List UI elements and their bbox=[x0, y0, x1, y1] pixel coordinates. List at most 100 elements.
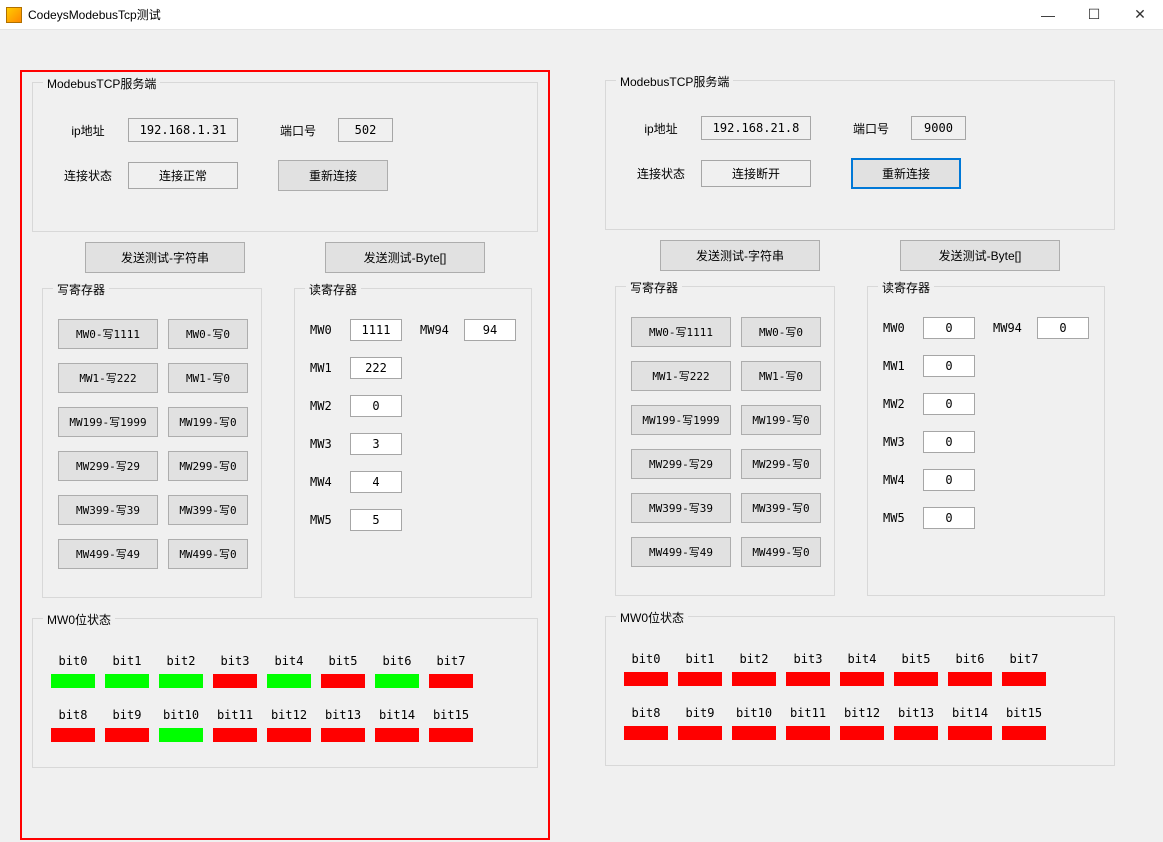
right-write-btn-4-b[interactable]: MW399-写0 bbox=[741, 493, 821, 523]
left-bits-grid: bit0bit1bit2bit3bit4bit5bit6bit7bit8bit9… bbox=[48, 649, 522, 742]
right-write-grid: MW0-写1111 MW0-写0 MW1-写222 MW1-写0 MW199-写1999… bbox=[631, 317, 819, 567]
left-write-grid: MW0-写1111 MW0-写0 MW1-写222 MW1-写0 MW199-写1999… bbox=[58, 319, 246, 569]
left-ip-value[interactable]: 192.168.1.31 bbox=[128, 118, 238, 142]
left-ip-label: ip地址 bbox=[58, 122, 118, 139]
left-status-label: 连接状态 bbox=[58, 167, 118, 184]
app-icon bbox=[6, 7, 22, 23]
right-bit-led-10 bbox=[732, 726, 776, 740]
right-bit-label-12: bit12 bbox=[837, 706, 887, 720]
left-mw5-label: MW5 bbox=[310, 513, 342, 527]
left-mw5-value: 5 bbox=[350, 509, 402, 531]
left-panel: ModebusTCP服务端 ip地址 192.168.1.31 端口号 502 … bbox=[20, 70, 550, 840]
left-write-btn-0-a[interactable]: MW0-写1111 bbox=[58, 319, 158, 349]
right-mw94-value: 0 bbox=[1037, 317, 1089, 339]
right-write-btn-5-a[interactable]: MW499-写49 bbox=[631, 537, 731, 567]
minimize-button[interactable]: — bbox=[1025, 0, 1071, 30]
left-mw94-label: MW94 bbox=[420, 323, 456, 337]
left-bit-led-13 bbox=[321, 728, 365, 742]
left-port-value[interactable]: 502 bbox=[338, 118, 393, 142]
right-bits-title: MW0位状态 bbox=[616, 609, 688, 626]
close-button[interactable]: ✕ bbox=[1117, 0, 1163, 30]
right-bit-led-4 bbox=[840, 672, 884, 686]
right-mw5-label: MW5 bbox=[883, 511, 915, 525]
left-send-byte-button[interactable]: 发送测试-Byte[] bbox=[325, 242, 485, 273]
left-bit-led-1 bbox=[105, 674, 149, 688]
right-write-btn-3-a[interactable]: MW299-写29 bbox=[631, 449, 731, 479]
left-bit-led-7 bbox=[429, 674, 473, 688]
right-reconnect-button[interactable]: 重新连接 bbox=[851, 158, 961, 189]
left-mw1-label: MW1 bbox=[310, 361, 342, 375]
right-bit-label-0: bit0 bbox=[621, 652, 671, 666]
left-bit-led-2 bbox=[159, 674, 203, 688]
right-read-group: 读寄存器 MW0 0 MW94 0 MW10 MW20 MW30 MW40 MW… bbox=[867, 286, 1105, 596]
right-bit-label-7: bit7 bbox=[999, 652, 1049, 666]
left-write-btn-3-b[interactable]: MW299-写0 bbox=[168, 451, 248, 481]
right-write-btn-1-a[interactable]: MW1-写222 bbox=[631, 361, 731, 391]
right-send-byte-button[interactable]: 发送测试-Byte[] bbox=[900, 240, 1060, 271]
right-bit-label-10: bit10 bbox=[729, 706, 779, 720]
right-write-title: 写寄存器 bbox=[626, 279, 682, 296]
right-write-btn-3-b[interactable]: MW299-写0 bbox=[741, 449, 821, 479]
left-bit-led-14 bbox=[375, 728, 419, 742]
right-bit-label-2: bit2 bbox=[729, 652, 779, 666]
maximize-button[interactable]: ☐ bbox=[1071, 0, 1117, 30]
right-write-btn-2-b[interactable]: MW199-写0 bbox=[741, 405, 821, 435]
right-send-string-button[interactable]: 发送测试-字符串 bbox=[660, 240, 820, 271]
right-write-btn-4-a[interactable]: MW399-写39 bbox=[631, 493, 731, 523]
titlebar: CodeysModebusTcp测试 — ☐ ✕ bbox=[0, 0, 1163, 30]
left-bit-label-1: bit1 bbox=[102, 654, 152, 668]
left-bit-led-0 bbox=[51, 674, 95, 688]
right-bit-led-8 bbox=[624, 726, 668, 740]
left-mw0-value: 1111 bbox=[350, 319, 402, 341]
right-write-btn-5-b[interactable]: MW499-写0 bbox=[741, 537, 821, 567]
right-bit-label-11: bit11 bbox=[783, 706, 833, 720]
right-bit-led-7 bbox=[1002, 672, 1046, 686]
right-bit-label-5: bit5 bbox=[891, 652, 941, 666]
right-status-label: 连接状态 bbox=[631, 165, 691, 182]
right-write-btn-0-b[interactable]: MW0-写0 bbox=[741, 317, 821, 347]
left-write-btn-5-b[interactable]: MW499-写0 bbox=[168, 539, 248, 569]
left-write-btn-2-b[interactable]: MW199-写0 bbox=[168, 407, 248, 437]
left-write-btn-5-a[interactable]: MW499-写49 bbox=[58, 539, 158, 569]
right-port-label: 端口号 bbox=[841, 120, 901, 137]
right-bits-group: MW0位状态 bit0bit1bit2bit3bit4bit5bit6bit7b… bbox=[605, 616, 1115, 766]
right-server-group: ModebusTCP服务端 ip地址 192.168.21.8 端口号 9000… bbox=[605, 80, 1115, 230]
right-mw3-value: 0 bbox=[923, 431, 975, 453]
left-bit-label-7: bit7 bbox=[426, 654, 476, 668]
right-bit-led-9 bbox=[678, 726, 722, 740]
left-write-btn-2-a[interactable]: MW199-写1999 bbox=[58, 407, 158, 437]
left-port-label: 端口号 bbox=[268, 122, 328, 139]
right-write-btn-1-b[interactable]: MW1-写0 bbox=[741, 361, 821, 391]
left-send-string-button[interactable]: 发送测试-字符串 bbox=[85, 242, 245, 273]
left-write-btn-0-b[interactable]: MW0-写0 bbox=[168, 319, 248, 349]
left-write-btn-3-a[interactable]: MW299-写29 bbox=[58, 451, 158, 481]
right-port-value[interactable]: 9000 bbox=[911, 116, 966, 140]
right-bit-label-13: bit13 bbox=[891, 706, 941, 720]
left-mw2-value: 0 bbox=[350, 395, 402, 417]
left-bit-label-14: bit14 bbox=[372, 708, 422, 722]
right-write-btn-2-a[interactable]: MW199-写1999 bbox=[631, 405, 731, 435]
left-bits-title: MW0位状态 bbox=[43, 611, 115, 628]
left-bit-label-8: bit8 bbox=[48, 708, 98, 722]
right-status-value: 连接断开 bbox=[701, 160, 811, 187]
left-write-btn-4-b[interactable]: MW399-写0 bbox=[168, 495, 248, 525]
left-write-btn-4-a[interactable]: MW399-写39 bbox=[58, 495, 158, 525]
left-bit-led-3 bbox=[213, 674, 257, 688]
left-reconnect-button[interactable]: 重新连接 bbox=[278, 160, 388, 191]
left-write-btn-1-b[interactable]: MW1-写0 bbox=[168, 363, 248, 393]
right-ip-value[interactable]: 192.168.21.8 bbox=[701, 116, 811, 140]
right-bit-led-11 bbox=[786, 726, 830, 740]
left-mw3-value: 3 bbox=[350, 433, 402, 455]
left-mw1-value: 222 bbox=[350, 357, 402, 379]
right-bit-led-0 bbox=[624, 672, 668, 686]
left-server-group: ModebusTCP服务端 ip地址 192.168.1.31 端口号 502 … bbox=[32, 82, 538, 232]
right-mw4-label: MW4 bbox=[883, 473, 915, 487]
right-bit-label-14: bit14 bbox=[945, 706, 995, 720]
left-bit-led-9 bbox=[105, 728, 149, 742]
left-bit-led-8 bbox=[51, 728, 95, 742]
right-ip-label: ip地址 bbox=[631, 120, 691, 137]
left-bit-led-12 bbox=[267, 728, 311, 742]
left-mw94-value: 94 bbox=[464, 319, 516, 341]
left-write-btn-1-a[interactable]: MW1-写222 bbox=[58, 363, 158, 393]
right-write-btn-0-a[interactable]: MW0-写1111 bbox=[631, 317, 731, 347]
